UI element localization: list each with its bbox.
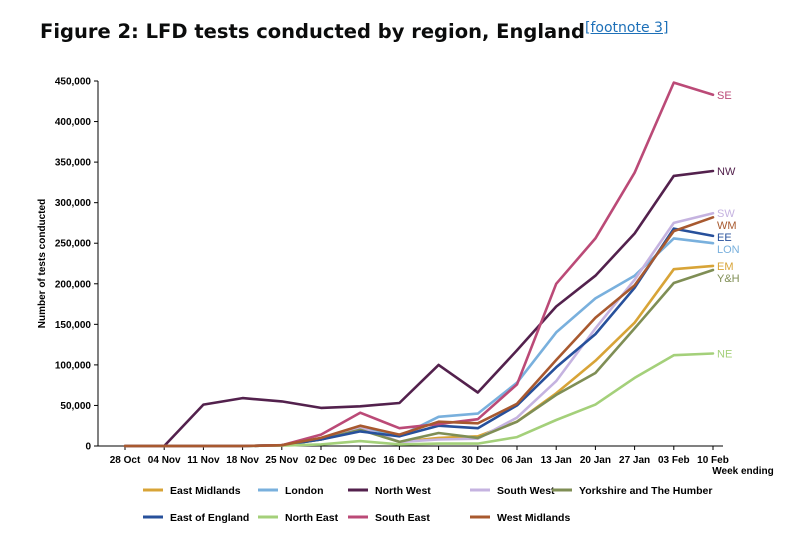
series-line-west-midlands <box>123 216 715 448</box>
y-tick-label: 450,000 <box>55 77 92 88</box>
x-tick-label: 23 Dec <box>422 455 455 466</box>
series-end-label: SE <box>717 90 732 102</box>
x-tick-label: 20 Jan <box>580 455 611 466</box>
figure-title-row: Figure 2: LFD tests conducted by region,… <box>40 20 668 43</box>
y-tick-label: 100,000 <box>55 360 92 371</box>
x-tick-label: 03 Feb <box>658 455 690 466</box>
x-tick-label: 25 Nov <box>265 455 298 466</box>
x-tick-label: 02 Dec <box>305 455 338 466</box>
legend-label: Yorkshire and The Humber <box>579 485 712 497</box>
x-tick-label: 13 Jan <box>541 455 572 466</box>
legend-label: West Midlands <box>497 512 570 524</box>
footnote-link[interactable]: [footnote 3] <box>585 20 669 36</box>
x-axis-label: Week ending <box>712 466 774 477</box>
y-tick-label: 0 <box>85 442 91 453</box>
x-tick-label: 09 Dec <box>344 455 377 466</box>
figure-title: Figure 2: LFD tests conducted by region,… <box>40 20 586 43</box>
x-tick-label: 04 Nov <box>148 455 181 466</box>
x-tick-label: 18 Nov <box>226 455 259 466</box>
series-end-label: Y&H <box>717 273 740 285</box>
x-tick-label: 16 Dec <box>383 455 416 466</box>
x-tick-label: 11 Nov <box>187 455 220 466</box>
y-tick-label: 150,000 <box>55 320 92 331</box>
series-end-label: NW <box>717 166 736 178</box>
series-line-south-east <box>123 81 715 448</box>
x-tick-label: 06 Jan <box>501 455 532 466</box>
legend-label: London <box>285 485 323 497</box>
series-line-south-west <box>123 211 715 448</box>
y-tick-label: 250,000 <box>55 239 92 250</box>
legend-label: North East <box>285 512 339 524</box>
series-end-label: WM <box>717 220 737 232</box>
y-tick-label: 400,000 <box>55 117 92 128</box>
x-tick-label: 27 Jan <box>619 455 650 466</box>
legend-label: East Midlands <box>170 485 241 497</box>
series-line-north-west <box>123 169 715 448</box>
series-end-label: LON <box>717 244 740 256</box>
series-line-east-of-england <box>123 227 715 448</box>
legend-label: East of England <box>170 512 249 524</box>
legend-label: South East <box>375 512 430 524</box>
series-line-london <box>123 237 715 448</box>
series-end-label: EM <box>717 261 734 273</box>
series-end-label: EE <box>717 232 732 244</box>
x-tick-label: 10 Feb <box>697 455 729 466</box>
series-end-label: NE <box>717 349 732 361</box>
x-tick-label: 30 Dec <box>462 455 495 466</box>
series-end-label: SW <box>717 208 735 220</box>
y-axis-label: Number of tests conducted <box>37 199 48 328</box>
y-tick-label: 50,000 <box>60 401 91 412</box>
legend-label: North West <box>375 485 431 497</box>
y-tick-label: 300,000 <box>55 198 92 209</box>
y-tick-label: 200,000 <box>55 279 92 290</box>
legend-label: South West <box>497 485 555 497</box>
series-line-yorkshire-and-the-humber <box>123 268 715 448</box>
x-tick-label: 28 Oct <box>110 455 141 466</box>
y-tick-label: 350,000 <box>55 158 92 169</box>
